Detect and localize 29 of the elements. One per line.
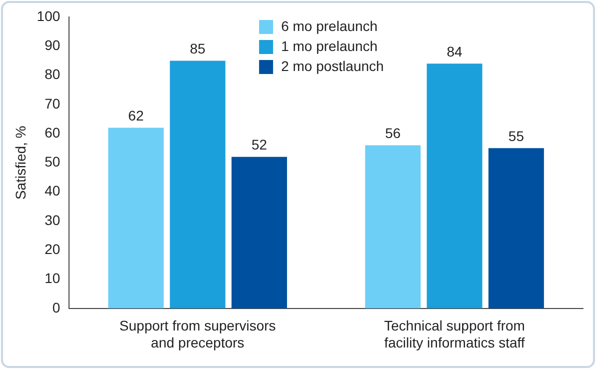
bar [488, 148, 544, 308]
y-tick-label: 0 [52, 299, 60, 316]
legend-label: 2 mo postlaunch [281, 58, 384, 74]
y-tick-label: 90 [44, 37, 60, 53]
data-label: 55 [508, 128, 524, 144]
bar [426, 64, 482, 308]
y-tick-label: 100 [36, 8, 60, 24]
data-label: 84 [446, 43, 463, 60]
y-tick-label: 20 [44, 240, 60, 257]
y-tick-label: 80 [44, 66, 60, 82]
y-tick-label: 50 [44, 154, 60, 170]
y-tick-label: 10 [44, 270, 60, 286]
bar [108, 128, 164, 308]
y-tick-label: 60 [44, 124, 60, 140]
bar [170, 60, 226, 308]
bar [232, 156, 288, 308]
x-tick-label: Support from supervisors and preceptors [119, 318, 276, 350]
legend-label: 1 mo prelaunch [281, 38, 378, 54]
y-tick-label: 70 [44, 95, 60, 112]
data-label: 52 [251, 136, 268, 153]
y-tick-label: 30 [44, 212, 60, 228]
data-label: 85 [190, 40, 206, 57]
legend-label: 6 mo prelaunch [281, 18, 378, 34]
bar [365, 145, 421, 308]
data-label: 56 [385, 125, 401, 142]
y-axis-title: Satisfied, % [12, 126, 28, 200]
x-tick-label: Technical support from facility informatics staff [384, 318, 525, 350]
y-tick-label: 40 [44, 182, 60, 199]
data-label: 62 [128, 108, 144, 124]
